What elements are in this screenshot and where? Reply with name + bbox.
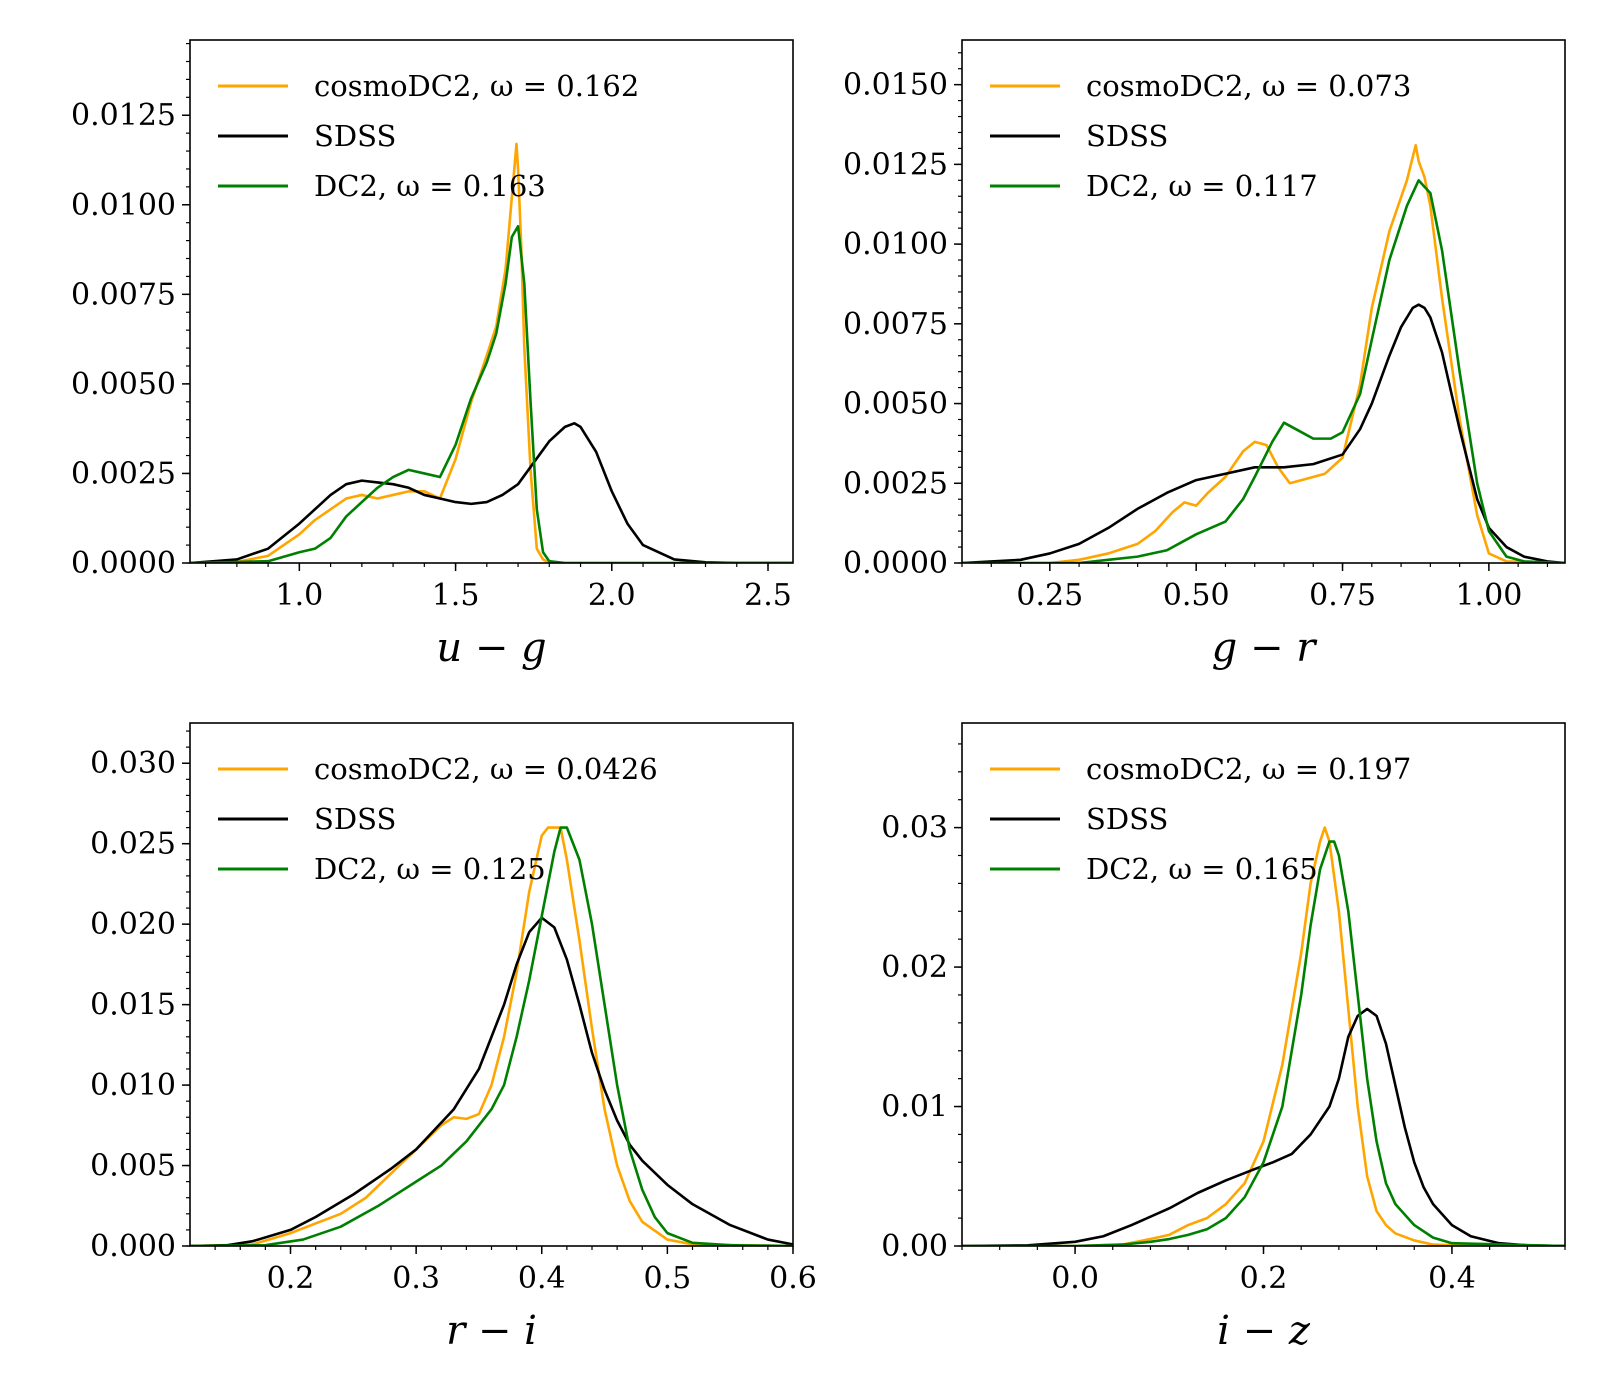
legend: cosmoDC2, ω = 0.197 SDSS DC2, ω = 0.165 (990, 752, 1411, 886)
y-tick-label: 0.0125 (71, 98, 176, 133)
y-tick-label: 0.005 (90, 1149, 176, 1184)
series-line-cosmodc2 (962, 143, 1565, 563)
x-axis-label: i − z (1217, 1308, 1311, 1354)
series-line-dc2 (190, 826, 793, 1246)
axes-frame (961, 722, 1566, 1247)
panel-4: 0.0 0.2 0.4 0.00 0.01 0.02 0.03 i − z cosmoDC2, … (881, 722, 1566, 1354)
x-tick-label: 0.75 (1309, 578, 1376, 613)
x-tick-label: 0.25 (1016, 578, 1083, 613)
y-tick-label: 0.0075 (843, 307, 948, 342)
x-tick-label: 2.5 (744, 578, 792, 613)
legend-entry-dc2: DC2, ω = 0.125 (314, 852, 546, 886)
legend-entry-cosmodc2: cosmoDC2, ω = 0.197 (1086, 752, 1411, 786)
y-tick-label: 0.015 (90, 988, 176, 1023)
panel-2: 0.25 0.50 0.75 1.00 0.0000 0.0025 0.0050 0.0075… (843, 39, 1566, 671)
x-axis-label: u − g (436, 625, 546, 671)
y-tick-label: 0.02 (881, 950, 948, 985)
legend-entry-dc2: DC2, ω = 0.117 (1086, 169, 1318, 203)
y-tick-label: 0.020 (90, 907, 176, 942)
legend-entry-sdss: SDSS (314, 802, 396, 836)
legend-entry-cosmodc2: cosmoDC2, ω = 0.073 (1086, 69, 1411, 103)
legend-entry-cosmodc2: cosmoDC2, ω = 0.162 (314, 69, 639, 103)
panel-3: 0.2 0.3 0.4 0.5 0.6 0.000 0.005 0.010 0.015 0.020… (90, 722, 817, 1354)
legend-entry-dc2: DC2, ω = 0.163 (314, 169, 546, 203)
y-tick-label: 0.0100 (843, 227, 948, 262)
x-axis-label: g − r (1212, 625, 1319, 671)
series-line-cosmodc2 (962, 826, 1565, 1246)
y-tick-label: 0.0025 (843, 466, 948, 501)
x-tick-label: 0.2 (1240, 1261, 1288, 1296)
series-line-dc2 (962, 179, 1565, 563)
x-axis-label: r − i (446, 1308, 537, 1354)
series-line-sdss (962, 303, 1565, 563)
legend-entry-sdss: SDSS (1086, 119, 1168, 153)
y-tick-label: 0.0075 (71, 277, 176, 312)
x-tick-label: 1.0 (275, 578, 323, 613)
axes-frame (189, 722, 794, 1247)
x-tick-label: 0.6 (769, 1261, 817, 1296)
x-tick-label: 1.00 (1455, 578, 1522, 613)
y-tick-label: 0.0025 (71, 456, 176, 491)
panel-1: 1.0 1.5 2.0 2.5 0.0000 0.0025 0.0050 0.0075 0.01… (71, 39, 794, 671)
legend-entry-cosmodc2: cosmoDC2, ω = 0.0426 (314, 752, 658, 786)
y-tick-label: 0.0000 (71, 546, 176, 581)
legend: cosmoDC2, ω = 0.162 SDSS DC2, ω = 0.163 (218, 69, 639, 203)
y-tick-label: 0.03 (881, 811, 948, 846)
y-tick-label: 0.0050 (843, 387, 948, 422)
x-tick-label: 0.5 (644, 1261, 692, 1296)
y-tick-label: 0.030 (90, 746, 176, 781)
x-tick-label: 0.3 (392, 1261, 440, 1296)
y-tick-label: 0.0150 (843, 68, 948, 103)
series-line-dc2 (962, 840, 1565, 1246)
series-line-sdss (190, 421, 793, 563)
y-tick-label: 0.010 (90, 1068, 176, 1103)
y-tick-label: 0.00 (881, 1229, 948, 1264)
y-tick-label: 0.000 (90, 1229, 176, 1264)
series-line-sdss (962, 1007, 1565, 1246)
y-tick-label: 0.0100 (71, 188, 176, 223)
x-tick-label: 1.5 (432, 578, 480, 613)
legend-entry-sdss: SDSS (1086, 802, 1168, 836)
x-tick-label: 0.0 (1051, 1261, 1099, 1296)
legend-entry-sdss: SDSS (314, 119, 396, 153)
y-tick-label: 0.01 (881, 1090, 948, 1125)
axes-frame (961, 39, 1566, 564)
series-line-dc2 (190, 224, 793, 563)
y-tick-label: 0.0125 (843, 147, 948, 182)
x-tick-label: 0.4 (518, 1261, 566, 1296)
y-tick-label: 0.025 (90, 827, 176, 862)
legend-entry-dc2: DC2, ω = 0.165 (1086, 852, 1318, 886)
x-tick-label: 0.2 (267, 1261, 315, 1296)
x-tick-label: 2.0 (588, 578, 636, 613)
series-line-cosmodc2 (190, 826, 793, 1246)
x-tick-label: 0.4 (1428, 1261, 1476, 1296)
y-tick-label: 0.0050 (71, 367, 176, 402)
legend: cosmoDC2, ω = 0.0426 SDSS DC2, ω = 0.125 (218, 752, 658, 886)
axes-frame (189, 39, 794, 564)
legend: cosmoDC2, ω = 0.073 SDSS DC2, ω = 0.117 (990, 69, 1411, 203)
y-tick-label: 0.0000 (843, 546, 948, 581)
x-tick-label: 0.50 (1163, 578, 1230, 613)
